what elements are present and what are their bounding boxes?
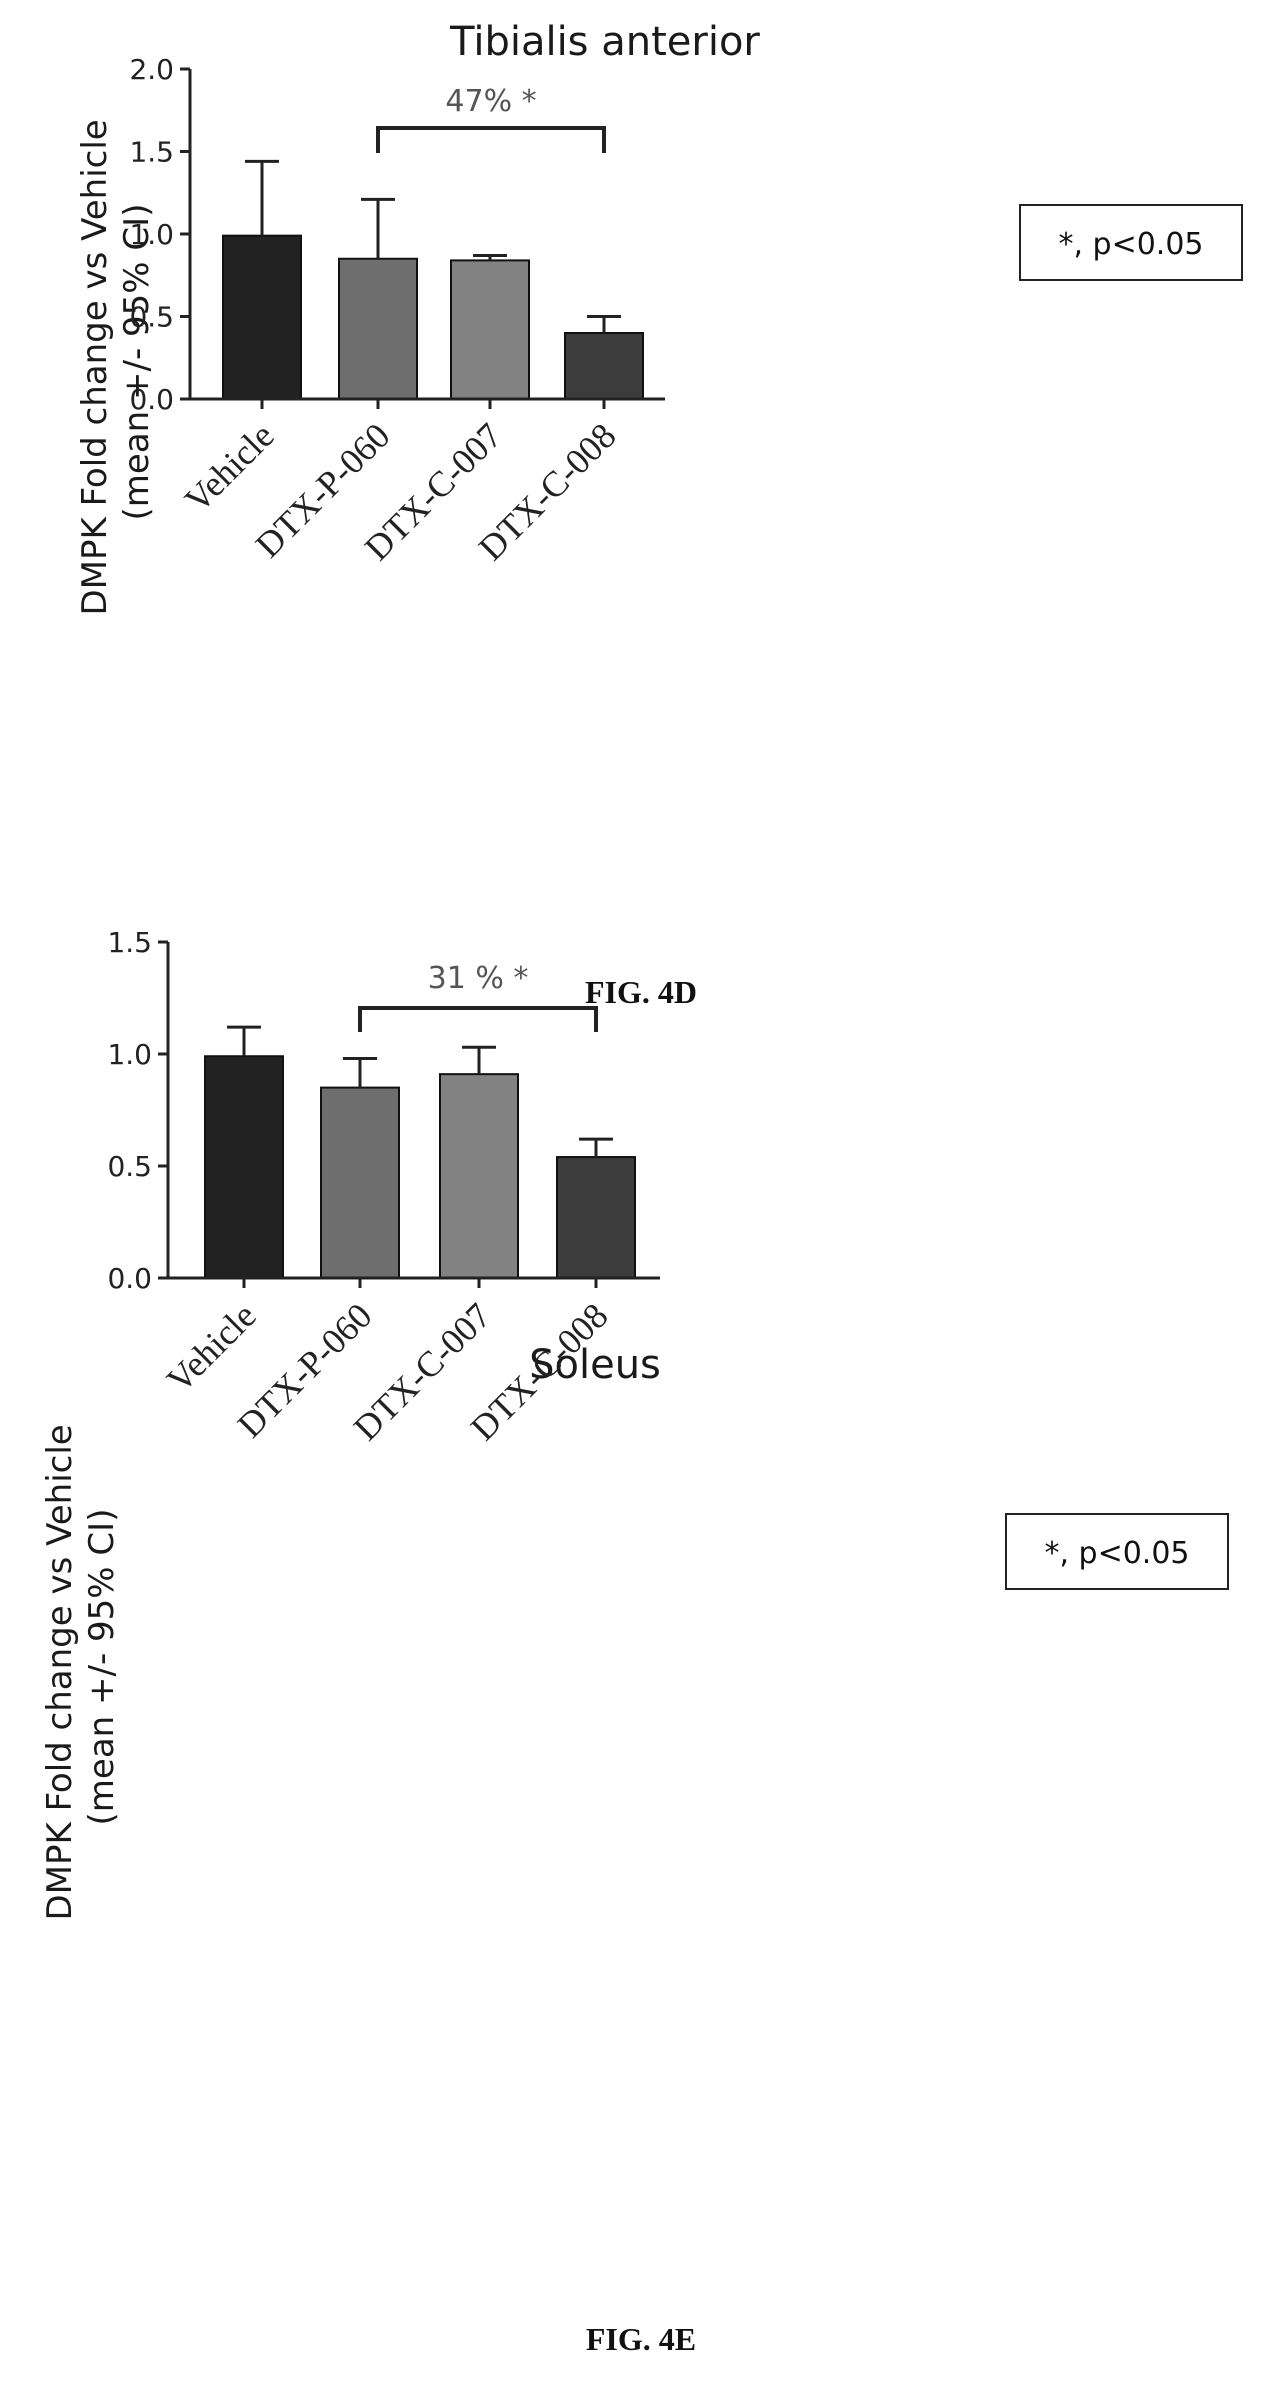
x-tick-label: Vehicle <box>159 1295 264 1400</box>
significance-bracket: 47% * <box>376 84 606 153</box>
bar <box>222 234 302 400</box>
y-axis-label: DMPK Fold change vs Vehicle (mean +/- 95… <box>40 1413 122 1920</box>
y-axis-label-line-2: (mean +/- 95% CI) <box>82 1509 122 1826</box>
bar <box>439 1073 519 1280</box>
legend-text: *, p<0.05 <box>1044 1536 1189 1571</box>
bracket-label: 47% * <box>445 84 536 119</box>
legend-box: *, p<0.05 <box>1019 204 1243 281</box>
chart-soleus: Soleus DMPK Fold change vs Vehicle (mean… <box>40 926 1229 2357</box>
bar <box>450 259 530 400</box>
y-tick-label: 0.0 <box>129 383 174 416</box>
bar <box>556 1156 636 1280</box>
y-axis-label-line-1: DMPK Fold change vs Vehicle <box>40 1424 80 1920</box>
y-tick-label: 1.5 <box>107 926 152 959</box>
bar <box>204 1055 284 1279</box>
bar <box>338 257 418 400</box>
bracket-line <box>376 126 606 153</box>
y-tick-label: 0.5 <box>107 1150 152 1183</box>
y-tick-label: 2.0 <box>129 53 174 86</box>
significance-bracket: 31 % * <box>358 961 598 1032</box>
bar <box>564 332 644 400</box>
figure-caption: FIG. 4E <box>586 2321 696 2357</box>
y-axis-label-line-2: (mean +/- 95% CI) <box>117 204 157 521</box>
y-axis-label-line-1: DMPK Fold change vs Vehicle <box>75 119 115 615</box>
error-bars <box>245 159 621 333</box>
chart-tibialis-anterior: Tibialis anterior DMPK Fold change vs Ve… <box>75 19 1243 1010</box>
bars <box>222 234 644 400</box>
figure-caption: FIG. 4D <box>585 974 697 1010</box>
bracket-label: 31 % * <box>428 961 529 996</box>
bar <box>320 1086 400 1279</box>
bars <box>204 1055 636 1280</box>
chart-title: Tibialis anterior <box>449 19 760 65</box>
y-tick-label: 0.5 <box>129 301 174 334</box>
error-bars <box>227 1025 613 1158</box>
legend-box: *, p<0.05 <box>1005 1513 1229 1590</box>
legend-text: *, p<0.05 <box>1058 227 1203 262</box>
y-tick-label: 0.0 <box>107 1262 152 1295</box>
bracket-line <box>358 1006 598 1032</box>
y-tick-label: 1.0 <box>129 218 174 251</box>
y-tick-label: 1.0 <box>107 1038 152 1071</box>
legend-frame <box>1005 1513 1229 1590</box>
y-axis: 0.0 0.5 1.0 1.5 2.0 <box>129 53 192 416</box>
chart-title: Soleus <box>529 1342 661 1388</box>
y-axis-label: DMPK Fold change vs Vehicle (mean +/- 95… <box>75 108 157 615</box>
x-tick-label: Vehicle <box>177 415 282 520</box>
legend-frame <box>1019 204 1243 281</box>
y-axis: 0.0 0.5 1.0 1.5 <box>107 926 170 1295</box>
y-tick-label: 1.5 <box>129 136 174 169</box>
